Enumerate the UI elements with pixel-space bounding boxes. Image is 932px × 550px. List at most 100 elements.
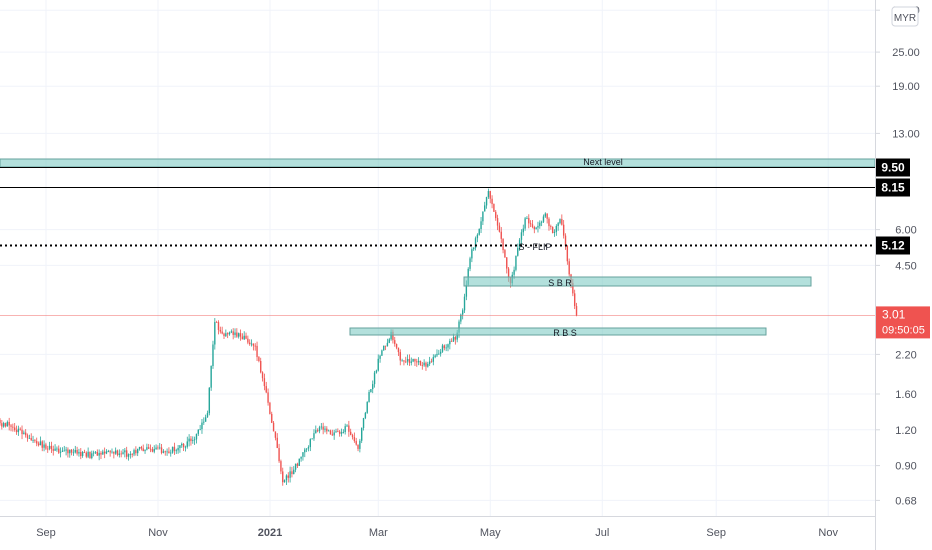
candle [443, 344, 446, 351]
candle [575, 302, 578, 317]
candle [324, 425, 326, 433]
candle-body [395, 343, 398, 348]
candle-body [337, 431, 339, 433]
candle-body [114, 450, 117, 454]
candle [237, 332, 240, 339]
candle-body [471, 249, 473, 259]
candle [463, 293, 466, 314]
candle-body [315, 430, 317, 434]
x-axis[interactable]: Sep Nov 2021 Mar May Jul Sep Nov [36, 527, 838, 539]
candle-body [484, 205, 486, 212]
candle [254, 343, 256, 351]
level-badge-label: 8.15 [881, 181, 905, 195]
candle-body [221, 331, 223, 334]
candle [230, 329, 233, 334]
candle-body [349, 431, 352, 435]
candle [80, 448, 82, 460]
candle [395, 343, 398, 350]
candle [197, 429, 199, 436]
candle-body [489, 191, 491, 199]
candle-body [135, 450, 137, 454]
candle [184, 445, 187, 452]
candle [212, 340, 214, 369]
candle [260, 357, 262, 374]
candle-body [473, 248, 475, 250]
candle-body [47, 448, 49, 450]
candle-body [373, 372, 376, 385]
candle-body [517, 248, 519, 256]
candle [502, 238, 504, 254]
candle-body [181, 443, 183, 446]
candle [318, 425, 321, 434]
candle-body [445, 347, 447, 349]
candle-body [30, 438, 32, 441]
y-tick-label: 25.00 [892, 47, 920, 59]
candle [59, 447, 62, 458]
candle-body [282, 471, 284, 483]
y-tick-label: 2.20 [895, 349, 916, 361]
candle [568, 258, 570, 277]
candle [56, 446, 58, 452]
candle [208, 387, 211, 416]
candle-body [474, 238, 477, 248]
candle [54, 444, 56, 452]
candle [500, 227, 502, 243]
candle [36, 437, 38, 447]
candle-body [162, 451, 165, 453]
candle-body [410, 361, 412, 363]
candle-body [562, 224, 565, 236]
candle [162, 449, 165, 454]
candle [412, 358, 414, 363]
candle [342, 429, 345, 434]
candle-body [260, 361, 262, 373]
candle-body [70, 449, 73, 453]
candle [283, 479, 286, 483]
candle [271, 411, 273, 424]
candle [333, 429, 335, 440]
candle-body [344, 426, 346, 433]
y-axis[interactable]: 35.0025.0019.0013.006.004.502.201.601.20… [875, 5, 920, 507]
candle [517, 243, 519, 257]
candle [304, 447, 306, 458]
y-tick-label: 4.50 [895, 260, 916, 272]
candle [263, 373, 266, 391]
candle [250, 339, 253, 347]
candle-body [236, 332, 238, 337]
y-tick-label: 19.00 [892, 81, 920, 93]
candle-body [425, 362, 427, 367]
candle [219, 326, 222, 334]
candle [236, 328, 238, 338]
candle-body [217, 322, 220, 330]
candle [232, 328, 234, 340]
candle [359, 438, 361, 453]
candle [67, 447, 69, 458]
candle [377, 354, 379, 372]
candle-body [175, 450, 177, 452]
candle [351, 433, 354, 440]
candle-body [384, 345, 387, 347]
zone-label: S B R [548, 278, 572, 288]
candle-body [399, 352, 401, 361]
candle [204, 414, 207, 422]
candle [30, 433, 32, 441]
candle [561, 214, 563, 226]
candle-body [125, 450, 128, 457]
candle-body [230, 331, 233, 333]
candle [171, 446, 174, 454]
candle-body [96, 451, 99, 456]
candle-body [533, 227, 535, 230]
candle-body [285, 475, 288, 481]
x-tick-label: Mar [369, 527, 388, 539]
candle-body [515, 255, 517, 270]
candle [496, 214, 499, 231]
candle [118, 449, 121, 458]
candle-body [133, 450, 135, 455]
candle [105, 449, 108, 455]
candle [421, 362, 423, 370]
candle [349, 428, 352, 436]
candle-body [353, 437, 356, 442]
candle-body [120, 453, 122, 455]
candle-body [276, 437, 278, 449]
candle [280, 459, 282, 475]
